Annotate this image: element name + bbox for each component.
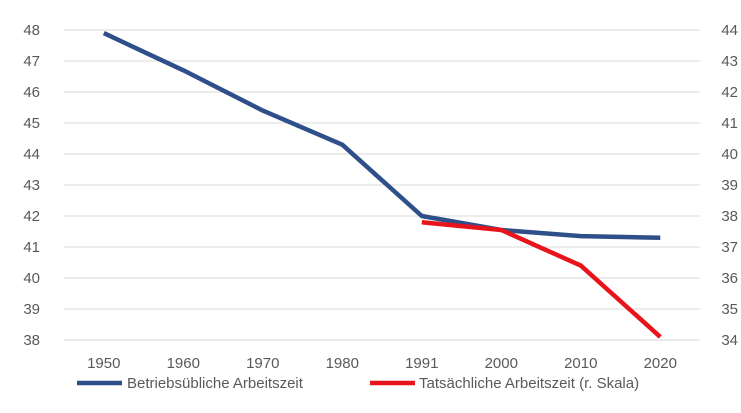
y-tick-right: 41 xyxy=(721,115,738,132)
y-tick-left: 48 xyxy=(23,22,40,39)
y-tick-right: 35 xyxy=(721,301,738,318)
y-tick-right: 36 xyxy=(721,270,738,287)
y-axis-right: 44 43 42 41 40 39 38 37 36 35 34 xyxy=(721,22,738,349)
series-line-2 xyxy=(421,219,662,339)
y-tick-right: 38 xyxy=(721,208,738,225)
x-tick: 1980 xyxy=(326,355,359,372)
x-tick: 2020 xyxy=(644,355,677,372)
y-tick-left: 46 xyxy=(23,84,40,101)
y-tick-right: 44 xyxy=(721,22,738,39)
x-axis: 1950 1960 1970 1980 1991 2000 2010 2020 xyxy=(87,355,677,372)
y-tick-left: 44 xyxy=(23,146,40,163)
y-tick-right: 39 xyxy=(721,177,738,194)
series-line-1 xyxy=(102,31,661,240)
legend-label-2: Tatsächliche Arbeitszeit (r. Skala) xyxy=(419,375,639,392)
legend-label-1: Betriebsübliche Arbeitszeit xyxy=(127,375,304,392)
y-tick-right: 43 xyxy=(721,53,738,70)
series-lines xyxy=(102,31,662,339)
x-tick: 1970 xyxy=(246,355,279,372)
y-axis-left: 48 47 46 45 44 43 42 41 40 39 38 xyxy=(23,22,40,349)
x-tick: 2010 xyxy=(564,355,597,372)
y-tick-left: 39 xyxy=(23,301,40,318)
x-tick: 1950 xyxy=(87,355,120,372)
y-tick-left: 42 xyxy=(23,208,40,225)
y-tick-left: 41 xyxy=(23,239,40,256)
x-tick: 1960 xyxy=(167,355,200,372)
y-tick-left: 38 xyxy=(23,332,40,349)
x-tick: 2000 xyxy=(485,355,518,372)
y-tick-right: 40 xyxy=(721,146,738,163)
gridlines xyxy=(64,29,700,341)
y-tick-left: 43 xyxy=(23,177,40,194)
y-tick-right: 42 xyxy=(721,84,738,101)
legend: Betriebsübliche Arbeitszeit Tatsächliche … xyxy=(77,375,639,392)
y-tick-left: 40 xyxy=(23,270,40,287)
y-tick-left: 45 xyxy=(23,115,40,132)
x-tick: 1991 xyxy=(405,355,438,372)
y-tick-right: 37 xyxy=(721,239,738,256)
y-tick-right: 34 xyxy=(721,332,738,349)
y-tick-left: 47 xyxy=(23,53,40,70)
